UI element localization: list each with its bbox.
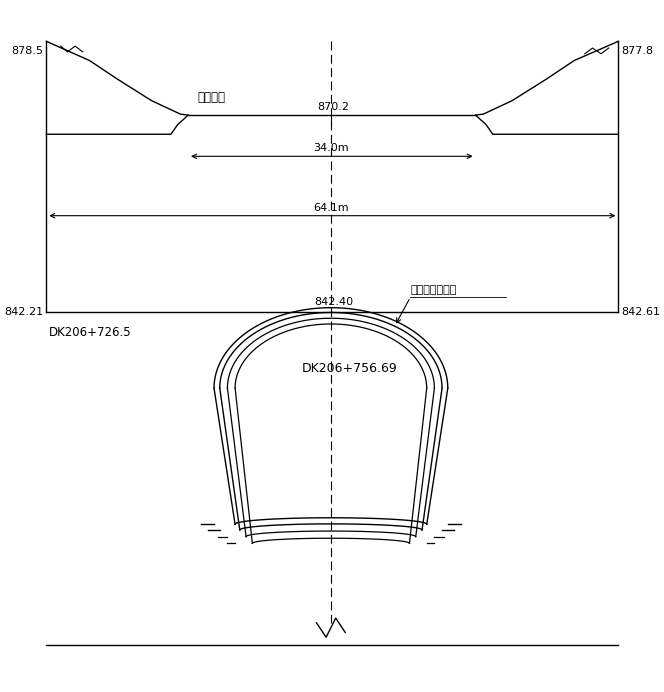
Text: 842.61: 842.61 xyxy=(622,307,660,316)
Text: 隈道洞顶轮廓线: 隈道洞顶轮廓线 xyxy=(410,285,457,295)
Text: 878.5: 878.5 xyxy=(11,46,43,56)
Text: 64.1m: 64.1m xyxy=(313,203,349,213)
Text: 842.40: 842.40 xyxy=(314,297,353,307)
Text: 842.21: 842.21 xyxy=(5,307,43,316)
Text: DK206+756.69: DK206+756.69 xyxy=(302,363,398,376)
Text: DK206+726.5: DK206+726.5 xyxy=(49,326,132,339)
Text: 高速公路: 高速公路 xyxy=(198,91,226,104)
Text: 877.8: 877.8 xyxy=(622,46,653,56)
Text: 870.2: 870.2 xyxy=(317,102,349,112)
Text: 34.0m: 34.0m xyxy=(313,143,349,154)
